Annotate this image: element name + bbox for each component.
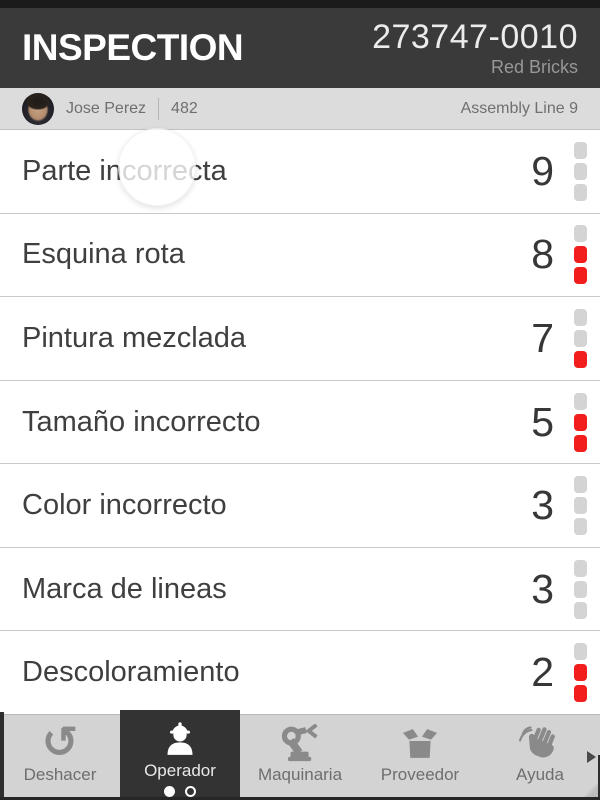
indicator-square-gray bbox=[574, 308, 587, 326]
severity-indicators bbox=[574, 392, 587, 452]
app-header: INSPECTION 273747-0010 Red Bricks bbox=[0, 8, 600, 88]
defect-row-esquina-rota[interactable]: Esquina rota 8 bbox=[0, 213, 600, 298]
defect-list: Parte incorrecta 9 Esquina rota 8 Pintur… bbox=[0, 128, 600, 715]
defect-label: Color incorrecto bbox=[22, 489, 227, 522]
divider bbox=[158, 97, 160, 120]
indicator-square-red bbox=[574, 685, 587, 703]
page-dot bbox=[185, 786, 196, 797]
indicator-square-gray bbox=[574, 643, 587, 661]
indicator-square-gray bbox=[574, 497, 587, 515]
user-bar: Jose Perez 482 Assembly Line 9 bbox=[0, 88, 600, 130]
touch-ripple bbox=[118, 128, 196, 207]
defect-label: Esquina rota bbox=[22, 238, 185, 271]
tab-label: Deshacer bbox=[23, 765, 97, 784]
severity-indicators bbox=[574, 643, 587, 703]
severity-indicators bbox=[574, 141, 587, 201]
indicator-square-gray bbox=[574, 329, 587, 347]
indicator-square-red bbox=[574, 434, 587, 452]
avatar[interactable] bbox=[22, 92, 54, 125]
indicator-square-gray bbox=[574, 476, 587, 494]
indicator-square-gray bbox=[574, 601, 587, 619]
page-title: INSPECTION bbox=[22, 27, 244, 68]
bottom-tab-bar: ↺ Deshacer Operador bbox=[0, 710, 600, 800]
defect-count: 5 bbox=[531, 398, 554, 445]
operator-id: 482 bbox=[171, 99, 198, 117]
severity-indicators bbox=[574, 559, 587, 619]
severity-indicators bbox=[574, 476, 587, 536]
tab-proveedor[interactable]: Proveedor bbox=[360, 715, 480, 800]
defect-label: Pintura mezclada bbox=[22, 321, 247, 354]
worker-icon bbox=[160, 720, 200, 758]
order-number: 273747-0010 bbox=[372, 17, 578, 56]
indicator-square-gray bbox=[574, 559, 587, 577]
robot-arm-icon bbox=[279, 724, 321, 762]
indicator-square-red bbox=[574, 246, 587, 264]
indicator-square-red bbox=[574, 267, 587, 285]
defect-count: 3 bbox=[531, 482, 554, 529]
tab-operador[interactable]: Operador bbox=[120, 710, 240, 800]
indicator-square-gray bbox=[574, 183, 587, 201]
frame-edge-left bbox=[0, 712, 4, 800]
defect-count: 2 bbox=[531, 649, 554, 696]
indicator-square-red bbox=[574, 350, 587, 368]
defect-row-pintura-mezclada[interactable]: Pintura mezclada 7 bbox=[0, 297, 600, 381]
indicator-square-gray bbox=[574, 580, 587, 598]
defect-count: 9 bbox=[531, 147, 554, 194]
status-bar bbox=[0, 0, 600, 8]
indicator-square-gray bbox=[574, 162, 587, 180]
defect-label: Descoloramiento bbox=[22, 656, 240, 689]
frame-edge-right bbox=[598, 755, 600, 800]
indicator-square-gray bbox=[574, 141, 587, 159]
assembly-line-label: Assembly Line 9 bbox=[460, 99, 578, 117]
tab-ayuda[interactable]: Ayuda bbox=[480, 715, 600, 800]
indicator-square-gray bbox=[574, 518, 587, 536]
user-name: Jose Perez bbox=[66, 99, 147, 117]
defect-row-marca-de-lineas[interactable]: Marca de lineas 3 bbox=[0, 547, 600, 632]
product-name: Red Bricks bbox=[490, 56, 578, 77]
defect-count: 3 bbox=[531, 565, 554, 612]
tab-label: Maquinaria bbox=[257, 765, 343, 784]
tab-maquinaria[interactable]: Maquinaria bbox=[240, 715, 360, 800]
hand-icon bbox=[519, 724, 561, 762]
defect-row-color-incorrecto[interactable]: Color incorrecto 3 bbox=[0, 464, 600, 548]
page-dots bbox=[164, 786, 196, 797]
order-info: 273747-0010 Red Bricks bbox=[372, 20, 578, 76]
frame-edge-bottom bbox=[0, 797, 600, 800]
defect-count: 7 bbox=[531, 314, 554, 361]
defect-row-descoloramiento[interactable]: Descoloramiento 2 bbox=[0, 631, 600, 715]
severity-indicators bbox=[574, 308, 587, 368]
severity-indicators bbox=[574, 225, 587, 285]
indicator-square-red bbox=[574, 664, 587, 682]
tab-label: Operador bbox=[144, 761, 216, 780]
defect-label: Marca de lineas bbox=[22, 572, 227, 605]
indicator-square-red bbox=[574, 413, 587, 431]
tab-label: Proveedor bbox=[380, 765, 460, 784]
indicator-square-gray bbox=[574, 225, 587, 243]
indicator-square-gray bbox=[574, 392, 587, 410]
tab-deshacer[interactable]: ↺ Deshacer bbox=[0, 715, 120, 800]
page-dot-active bbox=[164, 786, 175, 797]
defect-row-tamano-incorrecto[interactable]: Tamaño incorrecto 5 bbox=[0, 380, 600, 465]
chevron-right-icon[interactable] bbox=[587, 751, 596, 763]
defect-row-parte-incorrecta[interactable]: Parte incorrecta 9 bbox=[0, 128, 600, 214]
defect-label: Tamaño incorrecto bbox=[22, 405, 261, 438]
tab-label: Ayuda bbox=[516, 765, 564, 784]
undo-icon: ↺ bbox=[41, 717, 79, 768]
defect-count: 8 bbox=[531, 231, 554, 278]
box-icon bbox=[399, 724, 441, 762]
